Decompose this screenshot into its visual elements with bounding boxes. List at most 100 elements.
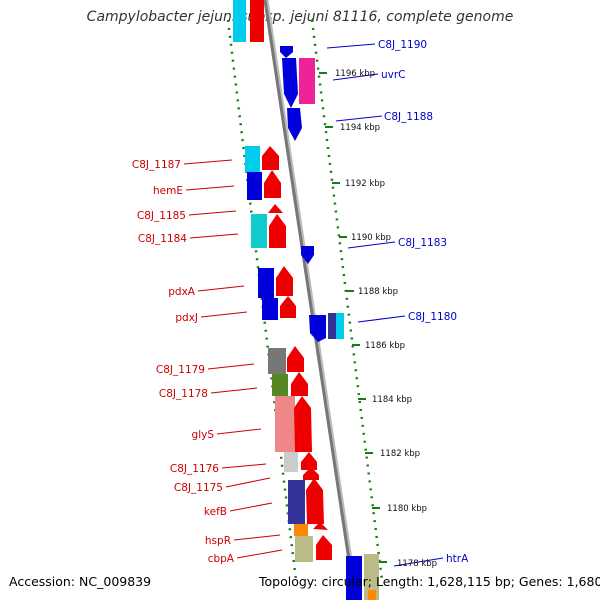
label-leader [229,502,273,512]
gene-C8J_1187-arrow [262,146,279,170]
topology-value: circular [321,574,368,589]
gene-label-pdxA: pdxA [168,286,196,298]
gene-C8J_1176-arrow [301,452,317,470]
gene-label-C8J_1183: C8J_1183 [398,237,447,249]
feature-block [245,146,260,172]
gene-cbpA-arrow [316,535,332,560]
gene-label-pdxJ: pdxJ [175,312,198,324]
gene-label-htrA: htrA [446,553,469,565]
feature-block [299,58,315,104]
reverse-gene-labels: C8J_1190 uvrC C8J_1188 C8J_1183 C8J_1180… [326,39,469,567]
gene-C8J_1188-arrow [287,108,302,141]
tick-label-1184: 1184 kbp [372,395,412,405]
scale-ticks: 1196 kbp 1194 kbp 1192 kbp 1190 kbp 1188… [319,69,437,569]
gene-C8J_1179-block [268,348,286,374]
gene-label-C8J_1190: C8J_1190 [378,39,427,51]
gene-label-cbpA: cbpA [208,553,235,565]
label-leader [210,387,258,394]
gene-label-C8J_1179: C8J_1179 [156,364,205,376]
gene-glyS-block [275,396,295,452]
gene-C8J_1184-arrow [269,214,286,248]
gene-hemE-block [247,172,262,200]
label-leader [197,285,245,292]
label-leader [236,549,283,559]
genes-value: 1,680 [566,574,600,589]
feature-block [368,590,376,600]
feature-block [233,0,246,42]
label-leader [216,428,262,435]
tick-label-1186: 1186 kbp [365,341,405,351]
gene-uvrC-arrow [282,58,298,108]
forward-gene-labels: C8J_1187 hemE C8J_1185 C8J_1184 pdxA pdx… [132,159,283,565]
gene-C8J_1183-arrow [301,246,314,264]
gene-hspR-arrow [313,522,328,530]
label-leader [189,233,239,239]
gene-kefB-block [288,480,305,524]
gene-label-C8J_1175: C8J_1175 [174,482,223,494]
accession-label: Accession: [9,574,76,589]
feature-block [336,313,344,339]
length-label: Length: [375,574,424,589]
tick-label-1188: 1188 kbp [358,287,398,297]
gene-label-kefB: kefB [204,506,227,518]
gene-C8J_1178-arrow [291,372,308,396]
gene-C8J_1175-arrow [303,467,319,480]
gene-kefB-arrow [306,478,324,524]
gene-label-C8J_1180: C8J_1180 [408,311,457,323]
tick-label-1196: 1196 kbp [335,69,375,79]
tick-label-1180: 1180 kbp [387,504,427,514]
feature-block [250,0,264,42]
feature-block [364,554,379,600]
label-leader [207,363,255,370]
gene-hspR-block [294,524,308,536]
gene-C8J_1185-arrow [268,204,283,213]
backbone [263,0,357,600]
label-leader [347,241,396,249]
topology-label: Topology: [259,574,318,589]
gene-hemE-arrow [264,170,281,198]
gene-cbpA-block [295,536,313,562]
gene-C8J_1180-arrow [309,315,326,342]
gene-pdxJ-arrow [280,296,296,318]
gene-label-C8J_1188: C8J_1188 [384,111,433,123]
feature-block [328,313,336,339]
map-title: Campylobacter jejuni subsp. jejuni 81116… [86,9,514,25]
gene-C8J_1190-arrow [280,46,293,58]
label-leader [393,557,444,567]
label-leader [326,43,376,49]
gene-pdxA-block [258,268,274,298]
label-leader [332,73,379,81]
accession-value: NC_009839 [79,574,152,589]
feature-block [251,214,267,248]
gene-label-C8J_1176: C8J_1176 [170,463,219,475]
gene-htrA-block [346,556,362,600]
genes-label: Genes: [518,574,563,589]
gene-label-C8J_1187: C8J_1187 [132,159,181,171]
gene-C8J_1176-block [284,452,298,472]
gene-label-hemE: hemE [153,185,183,197]
separator: ; [510,574,519,589]
accession-info: Accession: NC_009839 [9,574,151,589]
genome-stats: Topology: circular; Length: 1,628,115 bp… [259,574,600,589]
gene-pdxJ-block [262,298,278,320]
gene-pdxA-arrow [276,266,293,296]
gene-label-glyS: glyS [192,429,215,441]
gene-label-uvrC: uvrC [381,69,406,81]
tick-label-1194: 1194 kbp [340,123,380,133]
label-leader [335,115,383,122]
label-leader [185,185,235,191]
length-value: 1,628,115 bp [427,574,511,589]
gene-label-C8J_1184: C8J_1184 [138,233,187,245]
separator: ; [367,574,376,589]
gene-label-C8J_1178: C8J_1178 [159,388,208,400]
gene-glyS-arrow [294,396,312,452]
tick-label-1178: 1178 kbp [397,559,437,569]
label-leader [357,315,406,323]
label-leader [188,210,237,216]
gene-C8J_1179-arrow [287,346,304,372]
gene-label-C8J_1185: C8J_1185 [137,210,186,222]
gene-label-hspR: hspR [205,535,231,547]
tick-label-1192: 1192 kbp [345,179,385,189]
label-leader [183,159,233,165]
